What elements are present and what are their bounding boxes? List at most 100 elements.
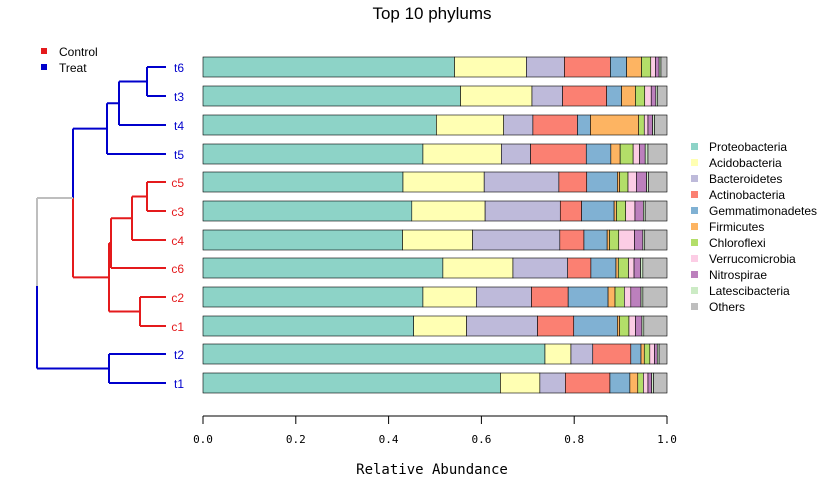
bar-segment-t3-2 bbox=[531, 85, 563, 107]
dendrogram bbox=[36, 66, 166, 384]
bar-segment-t3-5 bbox=[621, 85, 636, 107]
x-tick-label: 0.2 bbox=[286, 433, 306, 446]
bar-segment-t3-4 bbox=[606, 85, 622, 107]
sample-label: c5 bbox=[171, 176, 184, 190]
bar-segment-c3-4 bbox=[581, 200, 615, 222]
bar-segment-t2-5 bbox=[640, 343, 645, 365]
bar-segment-t3-0 bbox=[202, 85, 461, 107]
group-legend-label: Control bbox=[59, 45, 98, 59]
bar-segment-c2-5 bbox=[607, 286, 616, 308]
bar-segment-t3-1 bbox=[460, 85, 533, 107]
sample-label: t4 bbox=[174, 119, 184, 133]
sample-label: c4 bbox=[171, 234, 184, 248]
bar-segment-c2-2 bbox=[475, 286, 532, 308]
legend-swatch bbox=[691, 287, 698, 294]
bar-segment-c6-0 bbox=[202, 257, 444, 279]
x-axis-label: Relative Abundance bbox=[356, 462, 508, 478]
bar-segment-t4-6 bbox=[638, 114, 645, 136]
group-legend: Control Treat bbox=[41, 45, 98, 75]
x-tick-label: 0.4 bbox=[379, 433, 399, 446]
bar-segment-t2-3 bbox=[592, 343, 632, 365]
bar-segment-c5-0 bbox=[202, 171, 404, 193]
bar-segment-t6-6 bbox=[641, 56, 652, 78]
bar-segment-t1-3 bbox=[565, 372, 611, 394]
bar-segment-c4-6 bbox=[609, 229, 620, 251]
bar-segment-t4-8 bbox=[647, 114, 653, 136]
sample-label: c6 bbox=[171, 262, 184, 276]
bar-segment-c1-3 bbox=[537, 315, 575, 337]
legend-label: Chloroflexi bbox=[709, 236, 766, 250]
bar-segment-t4-10 bbox=[654, 114, 668, 136]
sample-label: t3 bbox=[174, 90, 184, 104]
bar-segment-c3-3 bbox=[559, 200, 582, 222]
bar-segment-t2-1 bbox=[544, 343, 572, 365]
legend-swatch bbox=[691, 159, 698, 166]
group-legend-swatch bbox=[41, 48, 47, 54]
legend-label: Actinobacteria bbox=[709, 188, 785, 202]
sample-label: c1 bbox=[171, 320, 184, 334]
bar-segment-c6-8 bbox=[633, 257, 641, 279]
bar-segment-c5-3 bbox=[558, 171, 588, 193]
bar-segment-t2-10 bbox=[658, 343, 668, 365]
bar-segment-t1-5 bbox=[629, 372, 639, 394]
bar-segment-c1-1 bbox=[413, 315, 467, 337]
bar-segment-c3-2 bbox=[484, 200, 561, 222]
bar-segment-c4-3 bbox=[559, 229, 585, 251]
bar-segment-t1-0 bbox=[202, 372, 501, 394]
bar-segment-c1-6 bbox=[619, 315, 630, 337]
bar-segment-c2-6 bbox=[614, 286, 625, 308]
bar-segment-t6-2 bbox=[526, 56, 565, 78]
group-legend-label: Treat bbox=[59, 61, 87, 75]
group-legend-swatch bbox=[41, 64, 47, 70]
bar-segment-c4-8 bbox=[634, 229, 644, 251]
bar-segment-c3-5 bbox=[613, 200, 617, 222]
bar-segment-c2-1 bbox=[422, 286, 477, 308]
sample-labels: t6 t3 t4 t5 c5 c3 c4 c6 c2 c1 t2 t1 bbox=[171, 61, 184, 391]
bar-segment-c6-10 bbox=[642, 257, 668, 279]
bar-segment-c3-10 bbox=[644, 200, 668, 222]
bar-segment-t4-4 bbox=[577, 114, 591, 136]
bar-segment-t5-5 bbox=[610, 143, 621, 165]
bar-segment-c6-6 bbox=[617, 257, 629, 279]
bar-segment-t4-2 bbox=[503, 114, 534, 136]
bar-segment-c2-10 bbox=[642, 286, 668, 308]
bar-segment-t6-4 bbox=[610, 56, 627, 78]
bar-segment-c4-2 bbox=[472, 229, 561, 251]
bar-segment-c6-1 bbox=[442, 257, 514, 279]
legend-label: Acidobacteria bbox=[709, 156, 782, 170]
bar-segment-c3-8 bbox=[634, 200, 644, 222]
bar-segment-t5-6 bbox=[619, 143, 634, 165]
bar-segment-c1-2 bbox=[466, 315, 538, 337]
legend-swatch bbox=[691, 143, 698, 150]
x-axis: 0.0 0.2 0.4 0.6 0.8 1.0 bbox=[193, 415, 677, 446]
legend-swatch bbox=[691, 223, 698, 230]
chart-title: Top 10 phylums bbox=[372, 4, 491, 23]
bar-segment-t3-10 bbox=[657, 85, 668, 107]
bar-segment-c5-7 bbox=[627, 171, 637, 193]
bar-segment-c3-1 bbox=[411, 200, 486, 222]
bar-segment-t2-6 bbox=[643, 343, 651, 365]
phylum-legend: Proteobacteria Acidobacteria Bacteroidetes… bbox=[691, 140, 817, 314]
legend-swatch bbox=[691, 303, 698, 310]
bar-segment-t4-5 bbox=[590, 114, 639, 136]
bar-segment-c2-4 bbox=[567, 286, 609, 308]
bar-segment-c6-9 bbox=[640, 257, 644, 279]
bar-segment-c4-1 bbox=[402, 229, 473, 251]
bar-segment-t1-2 bbox=[539, 372, 566, 394]
bar-segment-c1-10 bbox=[643, 315, 668, 337]
bar-segment-c5-4 bbox=[586, 171, 618, 193]
bar-segment-t6-0 bbox=[202, 56, 455, 78]
sample-label: c3 bbox=[171, 205, 184, 219]
legend-label: Firmicutes bbox=[709, 220, 764, 234]
bar-segment-t4-1 bbox=[436, 114, 504, 136]
bar-segment-c3-0 bbox=[202, 200, 413, 222]
bar-segment-t1-4 bbox=[609, 372, 631, 394]
bar-segment-t5-3 bbox=[530, 143, 587, 165]
legend-swatch bbox=[691, 191, 698, 198]
legend-label: Proteobacteria bbox=[709, 140, 787, 154]
bar-segment-c6-7 bbox=[628, 257, 635, 279]
bar-segment-t4-0 bbox=[202, 114, 437, 136]
legend-label: Gemmatimonadetes bbox=[709, 204, 817, 218]
bar-segment-c5-10 bbox=[648, 171, 668, 193]
bar-segment-t3-7 bbox=[644, 85, 652, 107]
